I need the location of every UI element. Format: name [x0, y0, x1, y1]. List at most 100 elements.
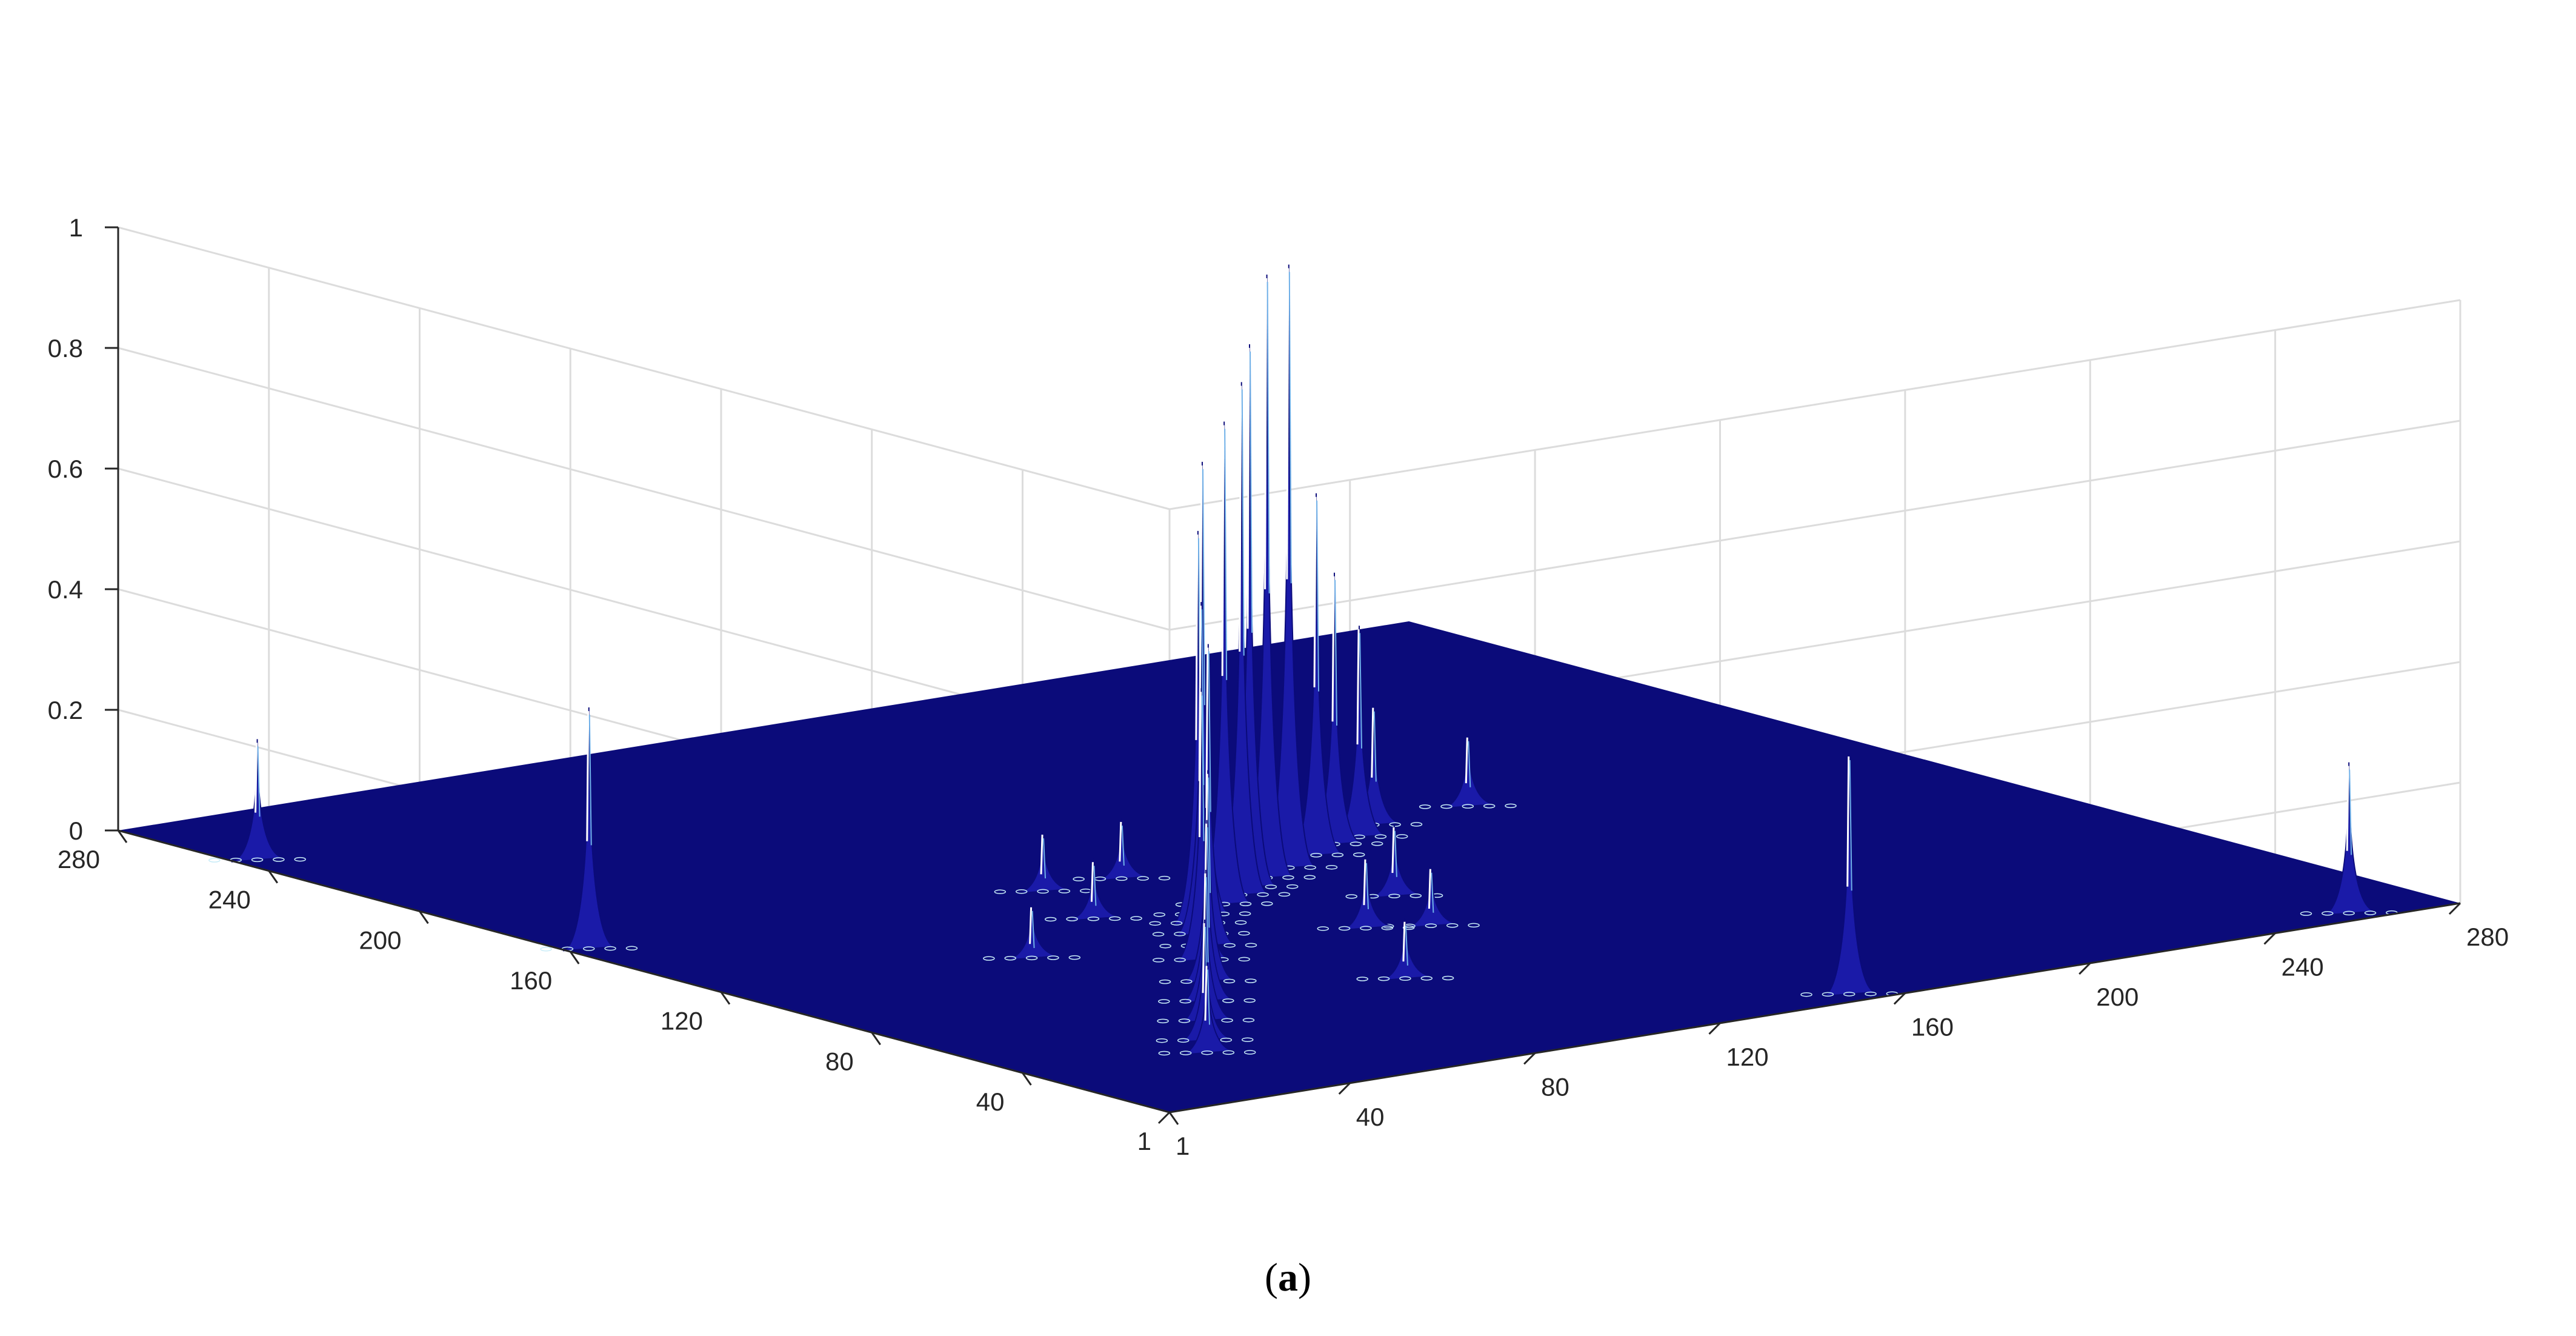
- z-axis-ticks: 0 0.2 0.4 0.6 0.8 1: [48, 213, 118, 845]
- peak-highlight: [1195, 534, 1199, 740]
- base-ripple: [1331, 852, 1344, 858]
- base-ripple: [1420, 976, 1433, 981]
- peak-highlight: [255, 743, 258, 813]
- peak-highlight: [1246, 347, 1250, 629]
- peak-highlight: [1373, 711, 1377, 782]
- base-ripple: [2321, 911, 2334, 916]
- y-tick-mark: [871, 1032, 881, 1046]
- base-ripple: [1381, 926, 1394, 930]
- base-ripple: [1222, 998, 1234, 1003]
- x-tick-mark: [2448, 902, 2461, 915]
- peak-highlight: [1371, 707, 1374, 778]
- peak-highlight: [1204, 966, 1208, 1021]
- surface-mesh: [208, 264, 2398, 1056]
- base-ripple: [1241, 1037, 1254, 1042]
- base-ripple: [1073, 877, 1085, 881]
- peak-highlight: [1391, 827, 1395, 873]
- base-ripple: [1004, 956, 1017, 961]
- base-ripple: [1419, 804, 1431, 809]
- base-ripple: [1239, 911, 1251, 917]
- peak-highlight: [1849, 760, 1852, 891]
- base-ripple: [1338, 926, 1351, 931]
- surface-peak: [2300, 762, 2398, 916]
- x-tick-mark: [1893, 992, 1906, 1005]
- base-ripple: [1179, 998, 1191, 1004]
- x-tick-mark: [1523, 1052, 1536, 1065]
- peak-highlight: [1029, 907, 1033, 944]
- base-ripple: [1153, 958, 1165, 963]
- base-ripple: [1066, 917, 1078, 921]
- peak-body: [1095, 818, 1148, 881]
- surface-peak: [1158, 962, 1256, 1056]
- y-tick-mark: [570, 951, 580, 964]
- caption-close: ): [1298, 1255, 1311, 1300]
- base-ripple: [1800, 992, 1812, 997]
- base-ripple: [1044, 917, 1057, 922]
- base-ripple: [1243, 998, 1256, 1003]
- y-tick-mark: [1168, 1112, 1179, 1125]
- base-ripple: [1159, 979, 1171, 984]
- base-ripple: [1149, 921, 1161, 926]
- peak-highlight: [2349, 769, 2352, 855]
- x-tick-mark: [2263, 932, 2276, 945]
- peak-highlight: [257, 746, 261, 817]
- base-ripple: [1109, 916, 1121, 921]
- y-tick-label: 80: [825, 1047, 854, 1075]
- z-tick-label: 0.4: [48, 575, 83, 604]
- base-ripple: [1158, 875, 1171, 881]
- peak-highlight: [1201, 609, 1205, 786]
- base-ripple: [1442, 975, 1454, 981]
- peak-highlight: [1198, 692, 1202, 837]
- peak-highlight: [2346, 766, 2349, 851]
- base-ripple: [1350, 841, 1362, 846]
- base-ripple: [1058, 889, 1071, 893]
- base-ripple: [1389, 822, 1401, 827]
- base-ripple: [1388, 893, 1400, 898]
- peak-highlight: [1363, 859, 1366, 906]
- base-ripple: [1317, 926, 1330, 931]
- peak-highlight: [1043, 838, 1047, 879]
- z-tick-label: 0.8: [48, 334, 83, 362]
- y-tick-mark: [117, 830, 128, 843]
- surface-peak: [1044, 858, 1142, 922]
- y-tick-mark: [419, 910, 429, 924]
- base-ripple: [1201, 1050, 1213, 1055]
- surface-peak: [208, 739, 306, 863]
- peak-highlight: [1090, 862, 1094, 902]
- y-tick-mark: [1022, 1072, 1032, 1086]
- base-ripple: [294, 857, 306, 862]
- x-tick-mark: [1708, 1022, 1721, 1035]
- base-ripple: [2300, 911, 2312, 916]
- base-ripple: [1156, 1038, 1168, 1043]
- peak-body: [1405, 865, 1457, 929]
- peak-highlight: [1316, 500, 1320, 692]
- peak-highlight: [1394, 830, 1397, 877]
- peak-body: [562, 707, 615, 952]
- peak-highlight: [1331, 576, 1335, 722]
- peak-highlight: [1239, 386, 1242, 652]
- base-ripple: [1822, 992, 1834, 997]
- x-tick-mark: [1157, 1111, 1171, 1124]
- surface-peak: [1382, 865, 1480, 929]
- base-ripple: [1425, 923, 1437, 928]
- peak-highlight: [1093, 866, 1097, 906]
- base-ripple: [1245, 943, 1257, 947]
- surface-peak: [983, 903, 1081, 961]
- peak-body: [1067, 858, 1120, 922]
- base-ripple: [1446, 923, 1459, 928]
- base-ripple: [1025, 955, 1038, 961]
- peak-highlight: [1119, 821, 1122, 862]
- base-ripple: [625, 946, 638, 951]
- x-tick-label: 120: [1726, 1043, 1768, 1071]
- peak-highlight: [1465, 737, 1468, 784]
- surface-peak: [1356, 918, 1454, 981]
- base-ripple: [1238, 957, 1250, 962]
- base-ripple: [2364, 910, 2377, 915]
- base-ripple: [1087, 917, 1100, 921]
- base-ripple: [1130, 916, 1142, 921]
- base-ripple: [1310, 853, 1322, 858]
- base-ripple: [1325, 864, 1338, 870]
- y-tick-mark: [720, 991, 731, 1005]
- peak-body: [2323, 762, 2375, 916]
- base-ripple: [1409, 893, 1422, 898]
